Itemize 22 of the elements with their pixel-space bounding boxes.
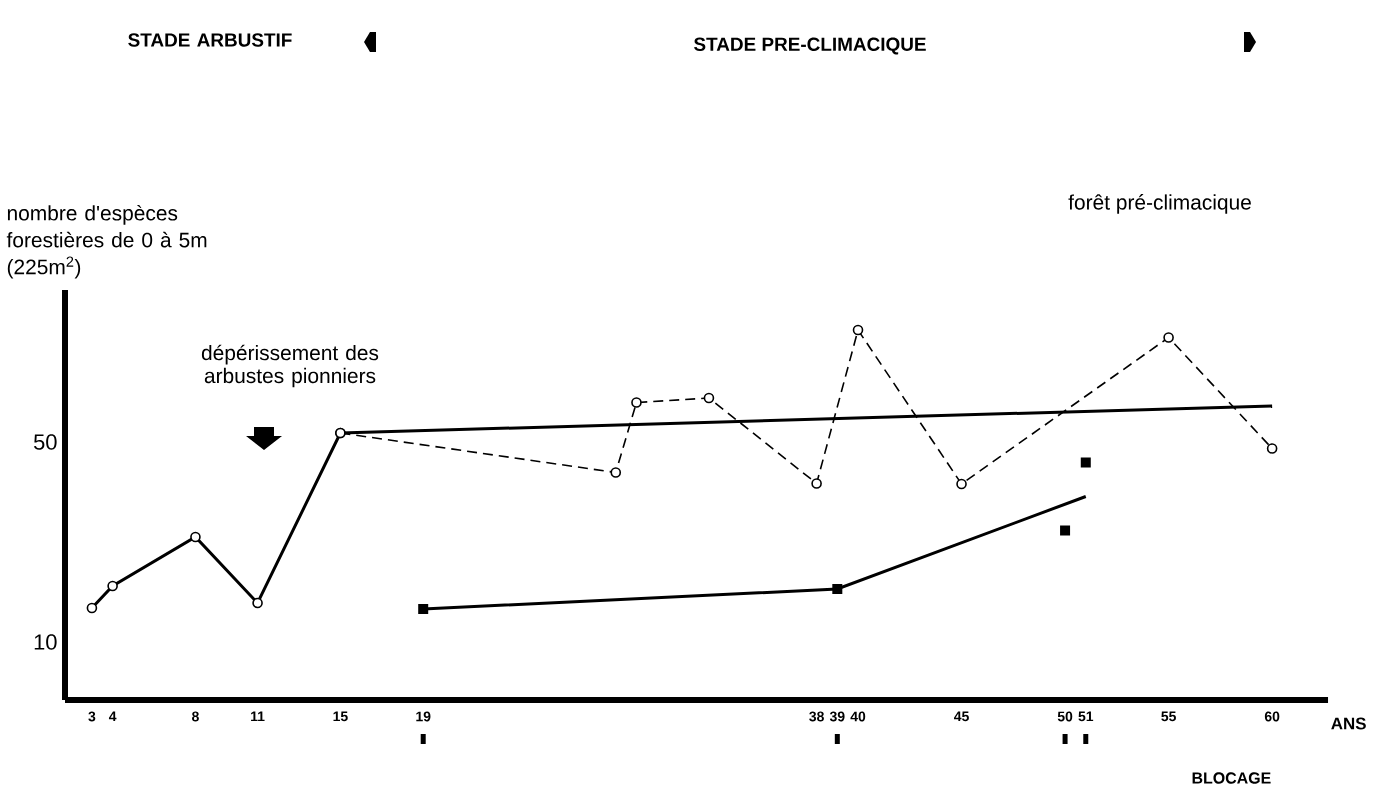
- x-tick-label: 55: [1161, 711, 1176, 722]
- x-tick-label: 45: [954, 711, 969, 722]
- annotation: dépérissement des arbustes pionniers: [201, 344, 379, 388]
- x-tick-label: 3: [88, 711, 96, 722]
- x-tick-label: 39: [829, 711, 845, 722]
- x-tick-label: 4: [108, 711, 117, 722]
- y-tick-label: 10: [34, 634, 57, 650]
- x-tick-label: 38: [809, 711, 824, 722]
- x-axis-title: ANS: [1331, 717, 1366, 730]
- x-tick-label: 11: [251, 711, 265, 722]
- x-tick-label: 19: [416, 711, 431, 722]
- y-axis-title: nombre d'espèces forestières de 0 à 5m (225m$^{2}$): [6, 204, 207, 279]
- x-tick-label: 60: [1264, 711, 1280, 722]
- text: STADE PRE-CLIMACIQUE: [694, 37, 926, 55]
- x-tick-label: 8: [192, 711, 199, 722]
- text: forêt pré-climacique: [1068, 194, 1251, 214]
- text: BLOCAGE: [1192, 772, 1271, 784]
- x-tick-label: 15: [333, 711, 348, 722]
- x-tick-label: 51: [1078, 711, 1094, 722]
- text: STADE ARBUSTIF: [128, 33, 292, 47]
- x-tick-label: 40: [850, 711, 866, 722]
- x-tick-label: 50: [1057, 711, 1073, 722]
